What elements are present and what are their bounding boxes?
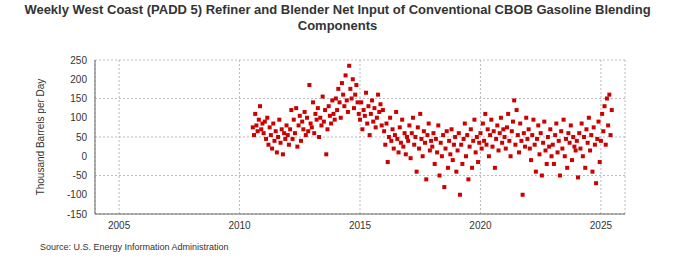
svg-text:2005: 2005 [108,220,131,231]
svg-text:50: 50 [76,132,88,143]
svg-text:-100: -100 [67,189,87,200]
svg-text:0: 0 [81,151,87,162]
svg-text:100: 100 [70,112,87,123]
html-text:Source: U.S. Energy Informatio: Source: U.S. Energy Information Administ… [40,242,229,252]
svg-text:Thousand Barrels per Day: Thousand Barrels per Day [35,79,46,196]
svg-text:2015: 2015 [349,220,372,231]
svg-text:-150: -150 [67,209,87,220]
svg-text:200: 200 [70,74,87,85]
svg-text:-50: -50 [73,170,88,181]
svg-text:250: 250 [70,55,87,66]
svg-text:2020: 2020 [469,220,492,231]
svg-text:2025: 2025 [590,220,613,231]
svg-text:2010: 2010 [228,220,251,231]
html-text:Weekly West Coast (PADD 5) Ref: Weekly West Coast (PADD 5) Refiner and B… [24,2,651,33]
svg-text:150: 150 [70,93,87,104]
